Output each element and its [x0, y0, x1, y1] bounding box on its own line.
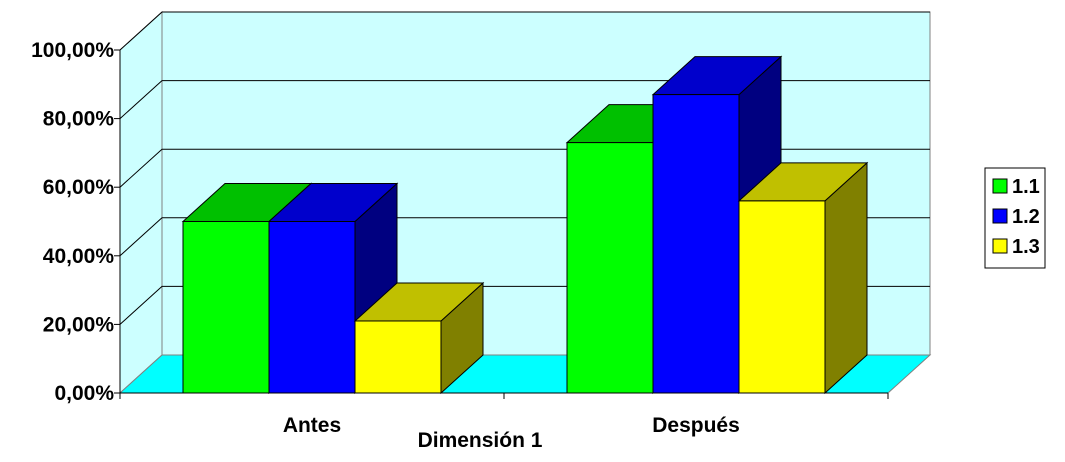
y-tick-label: 100,00%	[31, 39, 114, 62]
y-tick-label: 80,00%	[43, 108, 115, 131]
x-axis-label: Dimensión 1	[418, 429, 543, 452]
gridline	[119, 11, 930, 51]
legend-swatch	[992, 238, 1008, 254]
bar-front-face	[354, 320, 442, 394]
bar	[737, 161, 869, 395]
y-tick-label: 0,00%	[54, 382, 114, 405]
legend-swatch	[992, 208, 1008, 224]
legend-label: 1.2	[1012, 206, 1040, 228]
axes	[114, 49, 889, 399]
bar	[353, 281, 485, 395]
y-tick-label: 40,00%	[43, 245, 115, 268]
bar-front-face	[268, 221, 356, 394]
bar-front-face	[738, 200, 826, 394]
bar-side-face	[824, 161, 868, 395]
legend-swatch	[992, 178, 1008, 194]
bar-front-face	[566, 142, 654, 394]
side-wall	[119, 10, 163, 395]
x-tick-labels: Antes Después	[283, 414, 740, 437]
x-tick-label: Antes	[283, 414, 341, 437]
y-tick-labels: 0,00% 20,00% 40,00% 60,00% 80,00% 100,00%	[31, 39, 114, 405]
y-tick-label: 20,00%	[43, 313, 115, 336]
legend-label: 1.3	[1012, 236, 1040, 258]
legend: 1.1 1.2 1.3	[984, 167, 1046, 269]
y-tick-label: 60,00%	[43, 176, 115, 199]
bar-front-face	[652, 94, 740, 394]
bar-front-face	[182, 221, 270, 394]
bars	[181, 55, 869, 395]
legend-label: 1.1	[1012, 176, 1040, 198]
x-tick-label: Después	[652, 414, 740, 437]
